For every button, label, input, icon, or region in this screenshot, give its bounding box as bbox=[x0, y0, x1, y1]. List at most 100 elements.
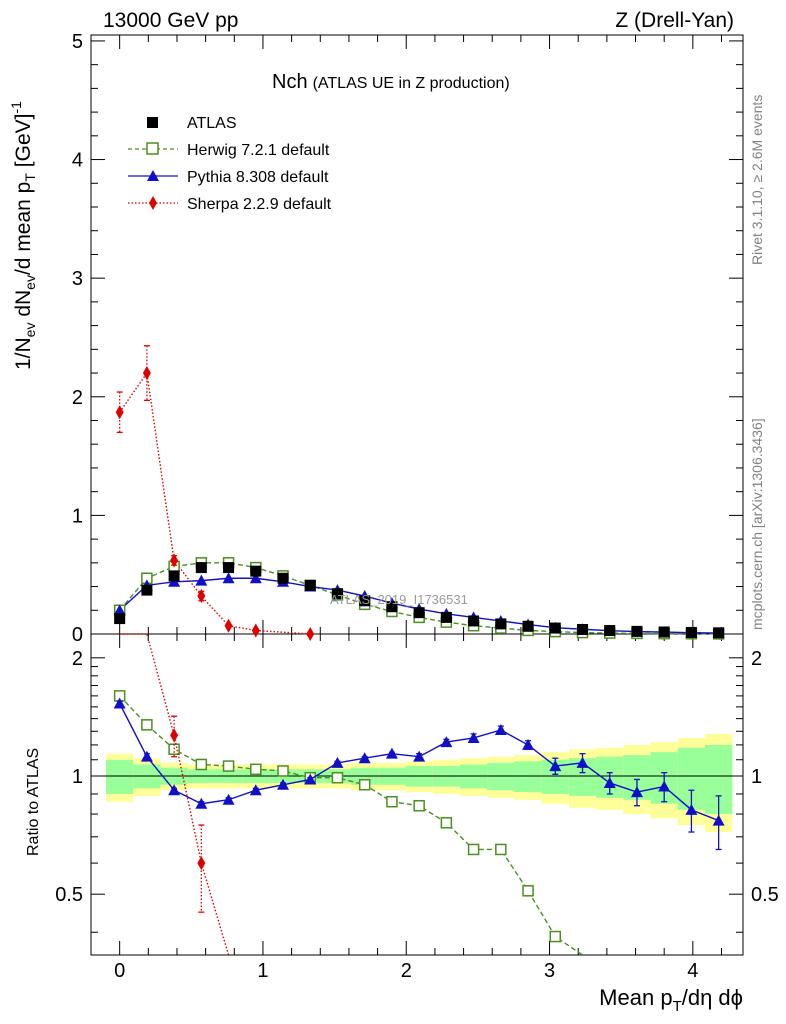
main-y-tick-label: 1 bbox=[72, 505, 83, 527]
ratio-band-inner bbox=[106, 759, 134, 794]
ratio-y-tick-label-right: 0.5 bbox=[751, 884, 779, 906]
pythia-ratio-point bbox=[712, 814, 725, 826]
x-tick-label: 1 bbox=[257, 960, 268, 982]
sherpa-main-point bbox=[170, 553, 179, 568]
pythia-ratio-point bbox=[331, 756, 344, 768]
sherpa-ratio-point bbox=[170, 728, 179, 743]
atlas-data-point bbox=[359, 595, 371, 607]
legend-atlas-label: ATLAS bbox=[187, 115, 237, 132]
herwig-ratio-point bbox=[358, 779, 371, 791]
header-process-label: Z (Drell-Yan) bbox=[615, 9, 734, 32]
herwig-ratio-point bbox=[386, 795, 398, 808]
legend-herwig-marker bbox=[146, 142, 159, 155]
ratio-y-tick-label: 2 bbox=[72, 648, 83, 670]
legend-herwig-label: Herwig 7.2.1 default bbox=[187, 142, 330, 159]
sherpa-ratio-point bbox=[197, 856, 206, 871]
herwig-ratio-point bbox=[222, 760, 235, 772]
herwig-ratio-point bbox=[168, 743, 180, 755]
pythia-ratio-point bbox=[630, 786, 643, 798]
pythia-ratio-point bbox=[658, 780, 671, 792]
pythia-ratio-point bbox=[385, 747, 398, 759]
pythia-ratio-point bbox=[549, 760, 562, 772]
sherpa-ratio-line bbox=[119, 633, 230, 956]
atlas-data-point bbox=[250, 565, 262, 577]
herwig-ratio-point bbox=[413, 799, 425, 812]
main-y-tick-label: 0 bbox=[72, 624, 83, 646]
pythia-ratio-point bbox=[603, 776, 616, 788]
legend-sherpa-marker bbox=[149, 196, 157, 210]
atlas-data-point bbox=[413, 607, 425, 619]
ratio-y-tick-label-right: 2 bbox=[751, 648, 762, 670]
sherpa-main-point bbox=[115, 405, 124, 420]
atlas-data-point bbox=[658, 626, 670, 638]
sherpa-main-point bbox=[224, 618, 233, 633]
x-tick-label: 3 bbox=[544, 960, 555, 982]
pythia-ratio-point bbox=[277, 778, 290, 790]
legend-sherpa-label: Sherpa 2.2.9 default bbox=[187, 196, 332, 213]
plot-title-main: Nch bbox=[272, 71, 308, 93]
pythia-ratio-point bbox=[304, 773, 317, 785]
ratio-plot-frame bbox=[90, 633, 744, 956]
pythia-ratio-point bbox=[358, 752, 371, 764]
atlas-data-point bbox=[331, 588, 343, 600]
pythia-main-point bbox=[249, 572, 262, 584]
herwig-ratio-point bbox=[467, 843, 480, 856]
legend-pythia-marker bbox=[147, 170, 159, 181]
atlas-data-point bbox=[141, 584, 153, 596]
herwig-ratio-line bbox=[119, 695, 583, 956]
rivet-version-label: Rivet 3.1.10, ≥ 2.6M events bbox=[749, 95, 765, 265]
pythia-ratio-point bbox=[249, 784, 262, 796]
atlas-data-point bbox=[468, 615, 480, 627]
ratio-y-axis-label: Ratio to ATLAS bbox=[25, 748, 42, 856]
pythia-ratio-point bbox=[140, 750, 153, 762]
ratio-y-tick-label-right: 1 bbox=[751, 766, 762, 788]
atlas-data-point bbox=[577, 623, 589, 635]
x-tick-label: 2 bbox=[401, 960, 412, 982]
main-y-axis-label: 1/Nev dNev/d mean pT [GeV]-1 bbox=[8, 101, 38, 370]
pythia-main-point bbox=[222, 572, 235, 584]
analysis-watermark: ATLAS_2019_I1736531 bbox=[330, 592, 468, 607]
atlas-data-point bbox=[114, 613, 126, 625]
ratio-band-inner bbox=[514, 761, 542, 793]
ratio-y-tick-label: 0.5 bbox=[55, 884, 83, 906]
sherpa-main-point bbox=[306, 627, 315, 641]
atlas-data-point bbox=[713, 627, 725, 639]
herwig-ratio-point bbox=[331, 771, 344, 784]
pythia-ratio-point bbox=[494, 723, 507, 735]
axes: 0 1 2 3 4 5 0 1 2 3 4 0.5 0.5 1 1 2 2 bbox=[55, 31, 779, 982]
atlas-data-point bbox=[685, 626, 697, 638]
pythia-ratio-point bbox=[467, 731, 480, 743]
atlas-data-point bbox=[304, 579, 316, 591]
herwig-ratio-point bbox=[141, 719, 153, 731]
atlas-data-point bbox=[549, 622, 561, 634]
pythia-ratio-point bbox=[168, 784, 181, 796]
sherpa-main-point bbox=[142, 366, 151, 381]
pythia-main-point bbox=[195, 574, 208, 586]
herwig-ratio-point bbox=[495, 843, 507, 856]
ratio-uncertainty-bands bbox=[91, 733, 743, 833]
main-y-tick-label: 3 bbox=[72, 268, 83, 290]
atlas-data-point bbox=[168, 570, 180, 582]
pythia-ratio-point bbox=[440, 736, 453, 748]
mcplots-label: mcplots.cern.ch [arXiv:1306.3436] bbox=[749, 418, 765, 630]
pythia-ratio-point bbox=[522, 738, 535, 750]
herwig-ratio-point bbox=[549, 930, 562, 943]
x-axis-label: Mean pT/dη dϕ bbox=[599, 985, 743, 1015]
pythia-ratio-point bbox=[413, 750, 426, 762]
herwig-ratio-point bbox=[195, 758, 208, 771]
sherpa-main-point bbox=[251, 623, 260, 638]
main-y-tick-label: 2 bbox=[72, 387, 83, 409]
legend-atlas-marker bbox=[147, 117, 158, 128]
herwig-ratio-point bbox=[440, 817, 453, 829]
atlas-data-point bbox=[522, 620, 534, 632]
pythia-ratio-point bbox=[195, 797, 208, 809]
atlas-data-point bbox=[223, 562, 235, 574]
main-y-tick-label: 4 bbox=[72, 150, 83, 172]
plot-title-sub: (ATLAS UE in Z production) bbox=[313, 75, 510, 92]
herwig-ratio-point bbox=[250, 763, 262, 776]
atlas-data-point bbox=[604, 625, 616, 637]
legend-pythia-label: Pythia 8.308 default bbox=[187, 169, 329, 186]
main-y-tick-label: 5 bbox=[72, 31, 83, 53]
pythia-ratio-point bbox=[576, 756, 589, 768]
